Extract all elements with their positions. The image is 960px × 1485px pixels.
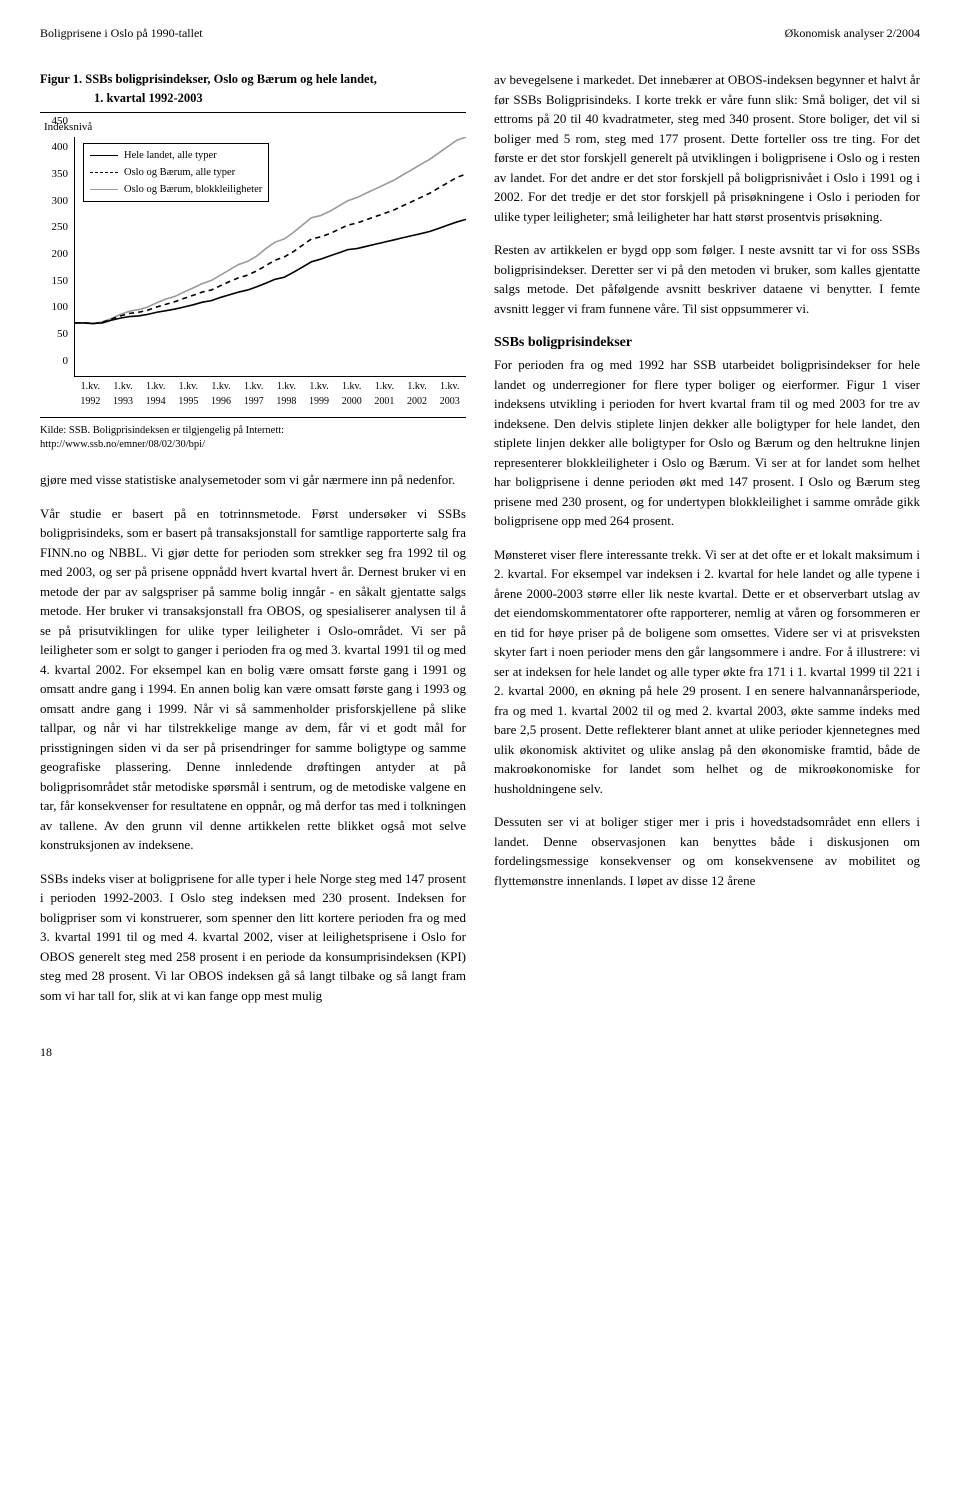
header-right: Økonomisk analyser 2/2004	[785, 24, 920, 42]
x-year: 1999	[303, 394, 336, 409]
source-line1: Kilde: SSB. Boligprisindeksen er tilgjen…	[40, 425, 284, 436]
x-year: 1997	[237, 394, 270, 409]
x-tick: 1.kv.	[237, 379, 270, 394]
x-tick: 1.kv.	[205, 379, 238, 394]
paragraph: Vår studie er basert på en totrinnsmetod…	[40, 504, 466, 855]
x-tick: 1.kv.	[107, 379, 140, 394]
x-tick: 1.kv.	[335, 379, 368, 394]
source-line2: http://www.ssb.no/emner/08/02/30/bpi/	[40, 439, 205, 450]
x-year: 1995	[172, 394, 205, 409]
left-body-text: gjøre med visse statistiske analysemetod…	[40, 470, 466, 1005]
plot-area: Hele landet, alle typerOslo og Bærum, al…	[74, 137, 466, 377]
y-tick: 0	[63, 352, 69, 369]
figure-title-line1: SSBs boligprisindekser, Oslo og Bærum og…	[85, 72, 377, 86]
paragraph: Dessuten ser vi at boliger stiger mer i …	[494, 812, 920, 890]
y-tick: 150	[52, 272, 69, 289]
x-tick: 1.kv.	[303, 379, 336, 394]
paragraph: av bevegelsene i markedet. Det innebærer…	[494, 70, 920, 226]
y-tick: 400	[52, 139, 69, 156]
y-axis-ticks: 050100150200250300350400450	[40, 137, 74, 377]
right-column: av bevegelsene i markedet. Det innebærer…	[494, 70, 920, 1019]
y-tick: 250	[52, 219, 69, 236]
figure-1: Figur 1. SSBs boligprisindekser, Oslo og…	[40, 70, 466, 452]
figure-label: Figur 1.	[40, 72, 82, 86]
paragraph: Mønsteret viser flere interessante trekk…	[494, 545, 920, 799]
two-column-layout: Figur 1. SSBs boligprisindekser, Oslo og…	[40, 70, 920, 1019]
x-year: 2001	[368, 394, 401, 409]
chart-area: 050100150200250300350400450 Hele landet,…	[40, 137, 466, 377]
x-year: 1993	[107, 394, 140, 409]
x-year: 1996	[205, 394, 238, 409]
x-tick: 1.kv.	[433, 379, 466, 394]
chart: Indeksnivå 0 50 100 150 200 250 300 350 400 450 H…	[40, 113, 466, 418]
x-year: 1998	[270, 394, 303, 409]
figure-title-line2: 1. kvartal 1992-2003	[40, 89, 466, 108]
paragraph: Resten av artikkelen er bygd opp som føl…	[494, 240, 920, 318]
x-year: 2002	[401, 394, 434, 409]
paragraph: For perioden fra og med 1992 har SSB uta…	[494, 355, 920, 531]
x-year: 1992	[74, 394, 107, 409]
running-header: Boligprisene i Oslo på 1990-tallet Økono…	[40, 24, 920, 42]
paragraph: gjøre med visse statistiske analysemetod…	[40, 470, 466, 490]
series-line	[75, 219, 466, 323]
series-line	[75, 174, 466, 323]
series-line	[75, 137, 466, 324]
y-tick: 50	[57, 326, 68, 343]
header-left: Boligprisene i Oslo på 1990-tallet	[40, 24, 203, 42]
y-tick: 300	[52, 192, 69, 209]
section-heading: SSBs boligprisindekser	[494, 332, 920, 353]
x-year: 2003	[433, 394, 466, 409]
y-tick: 200	[52, 246, 69, 263]
line-series	[75, 137, 466, 376]
page-number: 18	[40, 1043, 920, 1061]
paragraph: SSBs indeks viser at boligprisene for al…	[40, 869, 466, 1006]
x-tick: 1.kv.	[368, 379, 401, 394]
x-tick: 1.kv.	[401, 379, 434, 394]
y-tick: 450	[52, 112, 69, 129]
x-tick: 1.kv.	[270, 379, 303, 394]
x-tick: 1.kv.	[139, 379, 172, 394]
left-column: Figur 1. SSBs boligprisindekser, Oslo og…	[40, 70, 466, 1019]
right-body-text-after-subhead: For perioden fra og med 1992 har SSB uta…	[494, 355, 920, 890]
figure-source: Kilde: SSB. Boligprisindeksen er tilgjen…	[40, 424, 466, 452]
y-tick: 100	[52, 299, 69, 316]
figure-caption: Figur 1. SSBs boligprisindekser, Oslo og…	[40, 70, 466, 108]
x-tick: 1.kv.	[74, 379, 107, 394]
x-axis-year-labels: 1992199319941995199619971998199920002001…	[40, 394, 466, 409]
x-year: 1994	[139, 394, 172, 409]
x-axis-tick-labels: 1.kv.1.kv.1.kv.1.kv.1.kv.1.kv.1.kv.1.kv.…	[40, 379, 466, 394]
right-body-text-top: av bevegelsene i markedet. Det innebærer…	[494, 70, 920, 318]
x-tick: 1.kv.	[172, 379, 205, 394]
y-tick: 350	[52, 166, 69, 183]
x-year: 2000	[335, 394, 368, 409]
y-axis-label: Indeksnivå	[44, 119, 466, 136]
